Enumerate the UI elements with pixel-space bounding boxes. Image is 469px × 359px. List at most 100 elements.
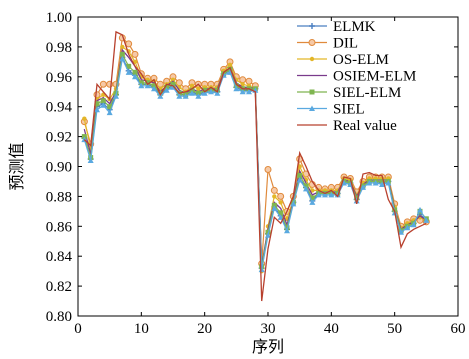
legend-label: Real value [333,118,397,134]
y-tick-label: 0.98 [46,40,72,56]
data-point [100,102,107,108]
legend-label: OS-ELM [333,52,389,68]
data-point [120,44,125,50]
data-point [196,86,201,91]
data-point [245,77,253,85]
data-point [309,199,316,205]
x-tick-label: 30 [261,321,276,337]
data-point [119,55,126,62]
data-point [144,82,151,89]
data-point [360,184,366,190]
data-point [119,51,125,57]
legend-item: Real value [297,118,397,134]
y-tick-label: 0.90 [46,160,72,176]
data-point [94,106,100,113]
series-layer [80,30,430,302]
legend-label: DIL [333,36,358,52]
data-point [182,93,189,99]
legend-marker [309,23,315,29]
data-point [366,179,373,186]
data-point [341,179,347,186]
data-point [297,164,302,169]
legend-item: SIEL-ELM [297,85,401,101]
legend-item: ELMK [297,19,376,35]
x-axis-label: 序列 [252,337,284,356]
data-point [157,93,164,99]
y-axis-ticks: 0.80 0.82 0.84 0.86 0.88 0.90 0.92 0.94 0.96 0.98… [46,10,458,325]
data-point [303,185,309,192]
data-point [195,93,202,99]
legend-marker [309,89,315,95]
data-point [93,91,101,99]
legend-item: SIEL [297,102,365,118]
y-tick-label: 1.00 [46,10,72,26]
data-point [151,85,157,92]
data-point [233,85,240,92]
data-point [410,221,417,228]
data-point [214,90,221,96]
data-point [353,197,360,204]
y-tick-label: 0.80 [46,309,72,325]
x-tick-label: 50 [387,321,402,337]
data-point [189,83,195,88]
data-point [309,195,315,201]
data-point [315,191,322,198]
data-point [132,73,138,80]
y-tick-label: 0.92 [46,130,72,146]
data-point [94,101,100,107]
legend-item: OSIEM-ELM [297,69,416,85]
data-point [264,165,272,173]
data-point [99,80,107,88]
data-point [113,93,119,99]
x-tick-label: 0 [74,321,82,337]
data-point [265,232,271,238]
legend-marker [308,39,316,46]
legend-item: OS-ELM [297,52,389,68]
data-point [284,227,290,234]
data-point [107,104,113,110]
y-tick-label: 0.94 [46,100,73,116]
data-point [296,176,303,183]
y-tick-label: 0.88 [46,189,72,205]
data-point [379,181,385,187]
x-axis-ticks: 0 10 20 30 40 50 60 [74,17,466,337]
series-line [83,30,427,302]
data-point [372,179,379,186]
legend-item: DIL [297,36,358,52]
legend-label: ELMK [333,19,376,35]
data-point [106,109,113,116]
data-point [417,206,423,213]
legend-marker [309,105,315,111]
data-point [290,200,297,207]
data-point [125,69,132,75]
data-point [227,62,233,68]
legend-marker [309,56,315,62]
data-point [423,217,430,223]
data-point [246,88,252,95]
data-point [278,200,283,205]
data-point [277,192,285,200]
data-point [240,82,245,87]
y-tick-label: 0.96 [46,70,73,86]
data-point [163,87,170,93]
data-point [239,76,247,84]
x-tick-label: 60 [451,321,466,337]
data-point [404,224,411,231]
data-point [398,229,404,235]
y-axis-label: 预测值 [7,142,26,190]
series-siel [81,55,430,273]
data-point [208,88,214,95]
data-point [385,179,392,186]
data-point [82,116,87,121]
x-tick-label: 10 [134,321,149,337]
data-point [271,205,278,211]
data-point [131,50,139,58]
series-real-value [83,30,427,302]
data-point [132,69,138,75]
y-tick-label: 0.82 [46,279,72,295]
y-tick-label: 0.86 [46,219,73,235]
data-point [322,191,328,198]
data-point [239,88,246,95]
